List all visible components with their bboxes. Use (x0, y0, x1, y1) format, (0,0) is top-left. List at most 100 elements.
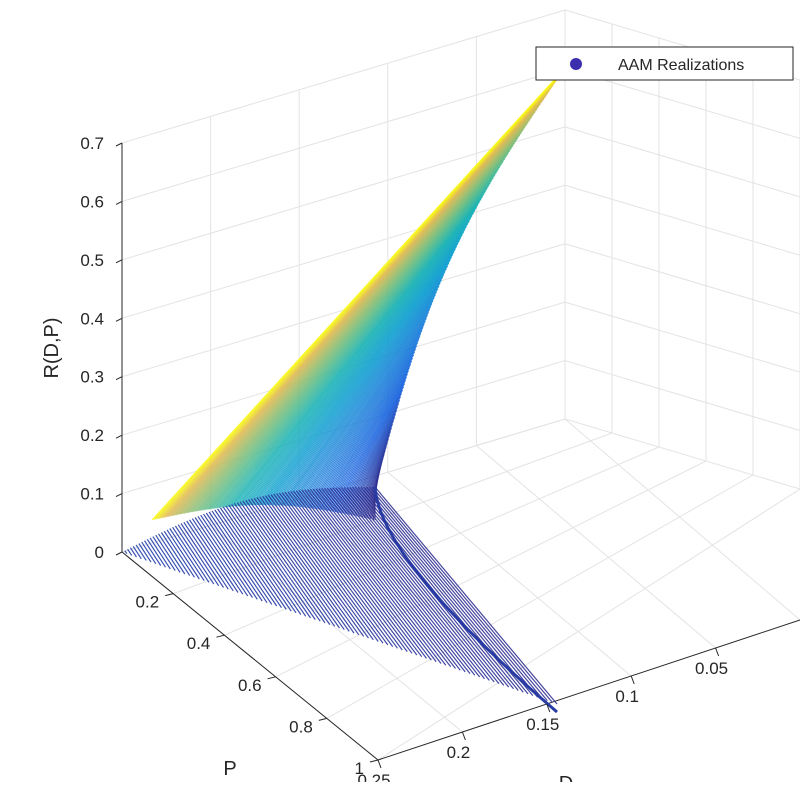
surface-line (309, 339, 420, 509)
surface-line (239, 501, 326, 624)
surface-line (160, 532, 191, 576)
surface-realizations (124, 67, 566, 714)
legend[interactable]: AAM Realizations (535, 46, 794, 81)
grid-line (121, 184, 566, 319)
surface-line (299, 320, 426, 508)
surface-line (258, 245, 458, 506)
surface-line (151, 67, 566, 521)
surface-line (309, 488, 447, 666)
surface-line (169, 528, 205, 582)
surface-line (228, 504, 307, 617)
surface-line (274, 274, 445, 506)
surface-line (304, 489, 437, 663)
surface-line (157, 533, 186, 575)
surface-line (135, 544, 147, 561)
surface-line (197, 515, 253, 598)
surface-line (237, 209, 476, 507)
surface-line (207, 158, 506, 510)
surface-line (186, 520, 234, 592)
surface-line (250, 498, 345, 631)
surface-line (162, 85, 554, 519)
surface-line (360, 486, 534, 696)
surface-line (218, 177, 494, 509)
surface-line (366, 486, 543, 700)
surface-line (194, 517, 249, 597)
surface-line (174, 525, 215, 585)
surface-line (132, 545, 142, 560)
z-axis-label: R(D,P) (41, 317, 63, 378)
surface-line (243, 220, 470, 506)
surface-line (295, 490, 423, 658)
surface-line (371, 486, 553, 703)
p-axis-line (121, 551, 379, 761)
surface-line (352, 486, 519, 691)
surface-line (344, 410, 398, 515)
surface-line (267, 262, 450, 506)
surface-line (127, 548, 133, 556)
surface-line (200, 514, 258, 600)
surface-line (326, 373, 408, 511)
surface-line (352, 427, 393, 516)
z-ticks: 0 0.1 0.2 0.3 0.4 0.5 0.6 0.7 (80, 134, 123, 562)
surface-line (203, 513, 263, 602)
surface-line (323, 367, 410, 511)
z-tick-label: 0.3 (80, 368, 104, 387)
surface-line (226, 190, 487, 508)
surface-line (325, 370, 409, 511)
d-axis-label: D (559, 773, 573, 782)
grid-line (564, 301, 800, 373)
d-tick-label: 0.1 (615, 687, 639, 706)
z-tick-mark (115, 551, 123, 556)
surface-line (129, 547, 138, 558)
surface-line (152, 536, 176, 571)
surface-line (284, 491, 403, 651)
d-tick-label: 0.05 (695, 659, 728, 678)
surface-line (266, 259, 451, 506)
surface-line (277, 279, 442, 506)
surface-line (278, 492, 394, 647)
d-tick-mark (630, 675, 635, 685)
grid-line (121, 9, 566, 144)
surface-line (315, 351, 416, 510)
surface-line (253, 237, 462, 506)
surface-line (231, 503, 311, 619)
surface-line (224, 187, 488, 508)
surface-line (240, 215, 473, 507)
z-tick-label: 0.5 (80, 251, 104, 270)
surface-line (239, 212, 475, 507)
z-tick-mark (115, 493, 123, 498)
grid-line (476, 445, 716, 649)
surface-line (262, 495, 365, 637)
surface-line (251, 234, 463, 506)
surface-line (232, 201, 480, 507)
grid-line (564, 126, 800, 198)
surface-line (213, 169, 499, 509)
grid-line (564, 360, 800, 432)
surface-line (333, 386, 404, 512)
p-ticks: 0.2 0.4 0.6 0.8 1 (136, 593, 379, 778)
d-tick-mark (377, 759, 382, 769)
p-tick-mark (165, 593, 174, 597)
d-tick-label: 0.2 (447, 743, 471, 762)
surface-edge (373, 486, 558, 714)
d-tick-mark (461, 731, 466, 741)
surface-line (172, 526, 210, 583)
surface-line (280, 285, 440, 506)
surface-line (138, 543, 152, 563)
grid-line (387, 471, 632, 677)
grid-lines (121, 9, 800, 761)
d-tick-mark (546, 703, 551, 713)
surface-line (323, 487, 471, 674)
surface-line (242, 500, 331, 625)
surface-line (223, 185, 490, 508)
surface-line (264, 257, 452, 506)
surface-line (293, 309, 431, 507)
surface-line (216, 174, 496, 509)
surface-line (283, 291, 438, 506)
surface-line (272, 271, 446, 506)
z-tick-label: 0.1 (80, 485, 104, 504)
surface-line (270, 494, 379, 642)
surface-line (314, 348, 417, 509)
surface-line (315, 488, 456, 669)
